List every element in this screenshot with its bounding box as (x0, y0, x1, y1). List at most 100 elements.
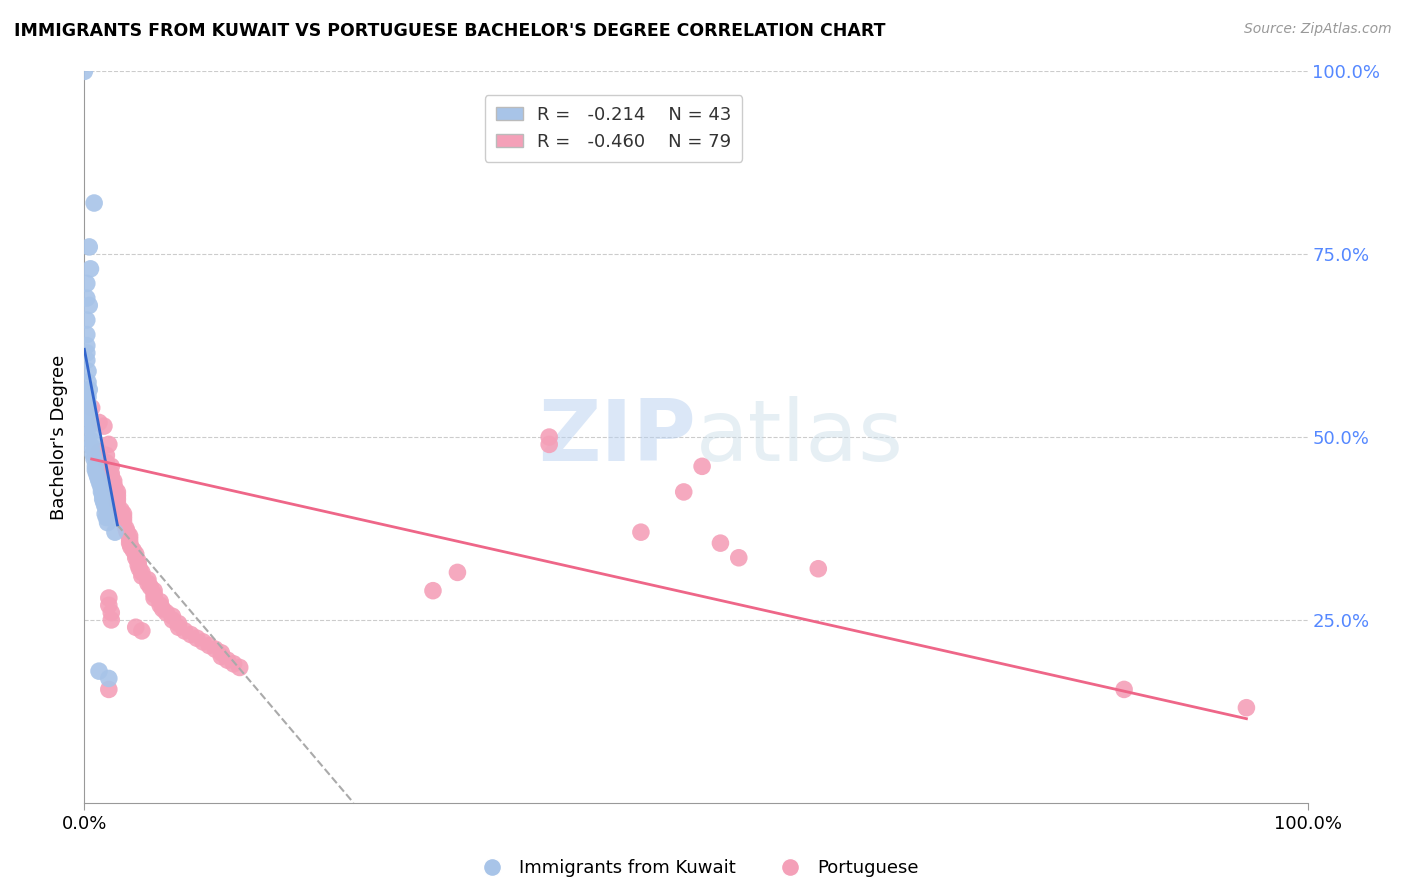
Point (103, 474, 125, 488)
Point (77, 397, 100, 411)
Point (143, 587, 166, 601)
Point (87, 470, 110, 484)
Point (77, 419, 100, 434)
Point (93, 419, 115, 434)
Point (96, 510, 118, 524)
Point (672, 485, 695, 500)
Point (136, 576, 159, 591)
Point (136, 573, 159, 587)
Point (131, 566, 153, 580)
Point (115, 525, 138, 540)
Point (630, 525, 652, 540)
Point (149, 599, 172, 613)
Point (120, 540, 142, 554)
Point (709, 536, 731, 550)
Point (807, 562, 830, 576)
Point (77, 298, 100, 312)
Point (77, 412, 100, 426)
Point (122, 543, 145, 558)
Point (77, 364, 100, 378)
Point (83, 196, 105, 211)
Point (112, 507, 135, 521)
Point (209, 649, 232, 664)
Point (87, 474, 110, 488)
Point (96, 456, 118, 470)
Point (105, 496, 128, 510)
Point (89, 477, 111, 491)
Point (112, 514, 135, 528)
Point (80, 434, 103, 448)
Point (222, 657, 245, 671)
Point (118, 536, 141, 550)
Point (167, 620, 190, 634)
Point (105, 485, 128, 500)
Point (100, 459, 122, 474)
Point (204, 642, 226, 657)
Point (105, 492, 128, 507)
Point (186, 632, 208, 646)
Point (198, 639, 221, 653)
Point (143, 591, 166, 605)
Point (690, 459, 713, 474)
Point (76, 291, 98, 305)
Point (83, 452, 105, 467)
Point (100, 613, 122, 627)
Point (77, 404, 100, 418)
Point (125, 547, 148, 561)
Legend: Immigrants from Kuwait, Portuguese: Immigrants from Kuwait, Portuguese (467, 852, 925, 885)
Point (152, 602, 174, 616)
Point (80, 401, 103, 415)
Point (125, 620, 148, 634)
Point (1114, 682, 1136, 697)
Point (209, 646, 232, 660)
Point (97, 591, 120, 605)
Point (94, 500, 117, 514)
Point (97, 672, 120, 686)
Point (118, 533, 141, 547)
Point (73, 64, 96, 78)
Point (143, 583, 166, 598)
Point (79, 261, 101, 276)
Point (86, 467, 108, 481)
Point (228, 660, 250, 674)
Point (446, 566, 468, 580)
Text: ZIP: ZIP (538, 395, 696, 479)
Point (97, 599, 120, 613)
Point (91, 492, 114, 507)
Point (110, 503, 132, 517)
Point (131, 569, 153, 583)
Point (76, 346, 98, 360)
Text: IMMIGRANTS FROM KUWAIT VS PORTUGUESE BACHELOR'S DEGREE CORRELATION CHART: IMMIGRANTS FROM KUWAIT VS PORTUGUESE BAC… (14, 22, 886, 40)
Point (131, 624, 153, 638)
Point (180, 627, 202, 641)
Point (118, 529, 141, 543)
Point (128, 562, 150, 576)
Point (115, 521, 138, 535)
Point (84, 459, 107, 474)
Point (97, 682, 120, 697)
Point (127, 558, 149, 573)
Point (104, 525, 127, 540)
Point (139, 580, 162, 594)
Point (105, 489, 128, 503)
Point (538, 437, 561, 451)
Y-axis label: Bachelor's Degree: Bachelor's Degree (51, 354, 69, 520)
Text: Source: ZipAtlas.com: Source: ZipAtlas.com (1244, 22, 1392, 37)
Point (155, 606, 177, 620)
Point (77, 390, 100, 404)
Point (167, 616, 190, 631)
Point (103, 477, 125, 491)
Point (100, 467, 122, 481)
Point (76, 338, 98, 352)
Point (422, 583, 444, 598)
Point (87, 664, 110, 678)
Point (87, 444, 110, 458)
Point (76, 353, 98, 368)
Point (82, 447, 104, 461)
Point (77, 383, 100, 397)
Point (1236, 700, 1258, 714)
Point (100, 470, 122, 484)
Point (94, 507, 117, 521)
Point (217, 653, 239, 667)
Point (538, 430, 561, 444)
